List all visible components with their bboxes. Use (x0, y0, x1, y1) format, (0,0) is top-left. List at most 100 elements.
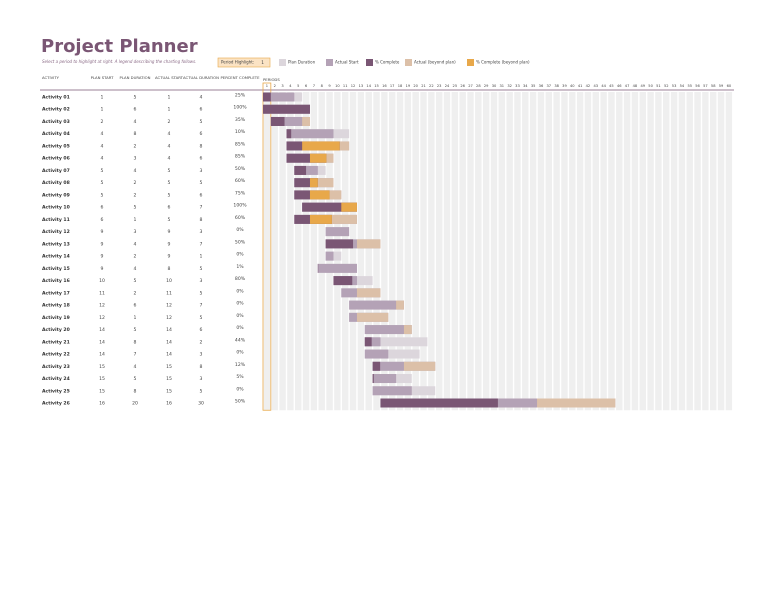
activity-name: Activity 05 (42, 143, 70, 149)
cell: 15 (99, 364, 105, 370)
period-number: 18 (398, 84, 403, 88)
beyond-bar (357, 239, 380, 248)
cell: 4 (168, 143, 171, 149)
activity-name: Activity 23 (42, 364, 70, 370)
cell: 10 (99, 278, 105, 284)
complete-beyond-bar (302, 141, 340, 150)
cell: 5 (168, 168, 171, 174)
cell: 6 (200, 192, 203, 198)
percent: 50% (235, 239, 246, 245)
percent: 35% (235, 117, 246, 123)
period-number: 57 (703, 84, 708, 88)
periods-label: PERIODS (263, 77, 280, 82)
period-column (679, 92, 685, 410)
cell: 2 (134, 192, 137, 198)
activity-name: Activity 20 (42, 327, 70, 333)
period-column (632, 92, 638, 410)
period-column (655, 92, 661, 410)
cell: 1 (134, 315, 137, 321)
highlight-value[interactable]: 1 (261, 60, 264, 66)
cell: 8 (134, 388, 137, 394)
percent: 0% (236, 227, 244, 233)
cell: 30 (198, 401, 204, 407)
period-number: 32 (507, 84, 512, 88)
cell: 4 (101, 143, 104, 149)
period-column (459, 92, 465, 410)
period-number: 19 (406, 84, 411, 88)
legend-label: % Complete (beyond plan) (476, 60, 530, 65)
percent: 0% (236, 386, 244, 392)
percent: 10% (235, 129, 246, 135)
cell: 4 (168, 131, 171, 137)
cell: 6 (200, 327, 203, 333)
cell: 15 (166, 388, 172, 394)
period-number: 44 (601, 84, 606, 88)
cell: 20 (132, 401, 138, 407)
period-column (491, 92, 497, 410)
period-column (687, 92, 693, 410)
percent: 80% (235, 276, 246, 282)
period-number: 16 (382, 84, 387, 88)
period-number: 45 (609, 84, 614, 88)
period-column (475, 92, 481, 410)
period-number: 4 (289, 84, 292, 88)
activity-name: Activity 13 (42, 241, 70, 247)
percent: 50% (235, 166, 246, 172)
cell: 4 (101, 156, 104, 162)
period-number: 26 (460, 84, 465, 88)
cell: 14 (166, 352, 172, 358)
period-number: 46 (617, 84, 622, 88)
period-column (452, 92, 458, 410)
cell: 2 (101, 119, 104, 125)
cell: 4 (134, 266, 137, 272)
percent: 1% (236, 264, 244, 270)
activity-name: Activity 15 (42, 266, 70, 272)
cell: 2 (134, 180, 137, 186)
period-number: 1 (266, 84, 268, 88)
actual-bar (326, 227, 349, 236)
cell: 7 (200, 205, 203, 211)
cell: 1 (168, 95, 171, 101)
complete-beyond-bar (310, 215, 332, 224)
period-column (553, 92, 559, 410)
activity-name: Activity 03 (42, 119, 70, 125)
cell: 14 (99, 339, 105, 345)
complete-bar (326, 239, 353, 248)
beyond-bar (396, 301, 404, 310)
percent: 0% (236, 325, 244, 331)
beyond-bar (404, 325, 412, 334)
activity-name: Activity 26 (42, 401, 70, 407)
period-number: 38 (554, 84, 559, 88)
cell: 3 (200, 352, 203, 358)
highlight-label: Period Highlight: (221, 60, 254, 65)
activity-name: Activity 24 (42, 376, 70, 382)
period-number: 27 (468, 84, 473, 88)
period-number: 7 (313, 84, 315, 88)
legend-label: Actual (beyond plan) (414, 60, 456, 65)
period-column (279, 92, 285, 410)
cell: 9 (101, 266, 104, 272)
complete-bar (380, 399, 497, 408)
activity-name: Activity 21 (42, 339, 70, 345)
activity-name: Activity 25 (42, 388, 70, 394)
activity-name: Activity 16 (42, 278, 70, 284)
cell: 6 (134, 107, 137, 113)
cell: 5 (200, 119, 203, 125)
activity-name: Activity 22 (42, 352, 70, 358)
cell: 5 (101, 168, 104, 174)
legend-label: Plan Duration (288, 60, 316, 65)
period-column (538, 92, 544, 410)
period-column (561, 92, 567, 410)
period-column (577, 92, 583, 410)
period-column (569, 92, 575, 410)
period-column (365, 92, 371, 410)
activity-name: Activity 08 (42, 180, 70, 186)
period-number: 8 (321, 84, 324, 88)
cell: 4 (101, 131, 104, 137)
actual-bar (318, 264, 357, 273)
period-column (311, 92, 317, 410)
subtitle: Select a period to highlight at right. A… (42, 59, 197, 64)
activity-name: Activity 06 (42, 156, 70, 162)
cell: 4 (134, 168, 137, 174)
cell: 5 (101, 180, 104, 186)
